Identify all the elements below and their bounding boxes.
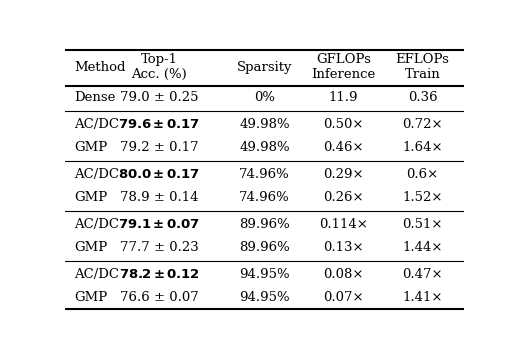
Text: 0.36: 0.36 [408, 91, 438, 104]
Text: $\mathbf{80.0}\,\mathbf{\pm}\,\mathbf{0.17}$: $\mathbf{80.0}\,\mathbf{\pm}\,\mathbf{0.… [118, 168, 200, 181]
Text: AC/DC: AC/DC [75, 268, 120, 281]
Text: 1.64×: 1.64× [402, 141, 443, 154]
Text: GMP: GMP [75, 191, 108, 204]
Text: 78.9 ± 0.14: 78.9 ± 0.14 [120, 191, 198, 204]
Text: 49.98%: 49.98% [239, 141, 290, 154]
Text: 0%: 0% [254, 91, 275, 104]
Text: GMP: GMP [75, 141, 108, 154]
Text: 0.51×: 0.51× [402, 218, 443, 231]
Text: 11.9: 11.9 [329, 91, 358, 104]
Text: $\mathbf{78.2}\,\mathbf{\pm}\,\mathbf{0.12}$: $\mathbf{78.2}\,\mathbf{\pm}\,\mathbf{0.… [119, 268, 200, 281]
Text: AC/DC: AC/DC [75, 218, 120, 231]
Text: EFLOPs
Train: EFLOPs Train [396, 53, 449, 82]
Text: 0.72×: 0.72× [402, 118, 443, 131]
Text: 0.29×: 0.29× [323, 168, 364, 181]
Text: AC/DC: AC/DC [75, 118, 120, 131]
Text: GMP: GMP [75, 241, 108, 254]
Text: 0.07×: 0.07× [323, 291, 364, 304]
Text: Dense: Dense [75, 91, 116, 104]
Text: 76.6 ± 0.07: 76.6 ± 0.07 [120, 291, 199, 304]
Text: 0.08×: 0.08× [323, 268, 364, 281]
Text: 89.96%: 89.96% [239, 241, 290, 254]
Text: 74.96%: 74.96% [239, 168, 290, 181]
Text: 77.7 ± 0.23: 77.7 ± 0.23 [120, 241, 199, 254]
Text: 1.44×: 1.44× [402, 241, 443, 254]
Text: Sparsity: Sparsity [237, 61, 292, 74]
Text: 0.6×: 0.6× [407, 168, 439, 181]
Text: $\mathbf{79.6}\,\mathbf{\pm}\,\mathbf{0.17}$: $\mathbf{79.6}\,\mathbf{\pm}\,\mathbf{0.… [118, 118, 200, 131]
Text: 0.26×: 0.26× [323, 191, 364, 204]
Text: 94.95%: 94.95% [239, 291, 290, 304]
Text: Method: Method [75, 61, 126, 74]
Text: 49.98%: 49.98% [239, 118, 290, 131]
Text: GMP: GMP [75, 291, 108, 304]
Text: GFLOPs
Inference: GFLOPs Inference [311, 53, 376, 82]
Text: 1.41×: 1.41× [402, 291, 443, 304]
Text: 0.114×: 0.114× [319, 218, 368, 231]
Text: 94.95%: 94.95% [239, 268, 290, 281]
Text: Top-1
Acc. (%): Top-1 Acc. (%) [131, 53, 187, 82]
Text: 0.50×: 0.50× [323, 118, 364, 131]
Text: $\mathbf{79.1}\,\mathbf{\pm}\,\mathbf{0.07}$: $\mathbf{79.1}\,\mathbf{\pm}\,\mathbf{0.… [118, 218, 200, 231]
Text: 89.96%: 89.96% [239, 218, 290, 231]
Text: 74.96%: 74.96% [239, 191, 290, 204]
Text: 79.0 ± 0.25: 79.0 ± 0.25 [120, 91, 198, 104]
Text: 1.52×: 1.52× [402, 191, 443, 204]
Text: 0.13×: 0.13× [323, 241, 364, 254]
Text: 79.2 ± 0.17: 79.2 ± 0.17 [120, 141, 198, 154]
Text: 0.46×: 0.46× [323, 141, 364, 154]
Text: AC/DC: AC/DC [75, 168, 120, 181]
Text: 0.47×: 0.47× [402, 268, 443, 281]
